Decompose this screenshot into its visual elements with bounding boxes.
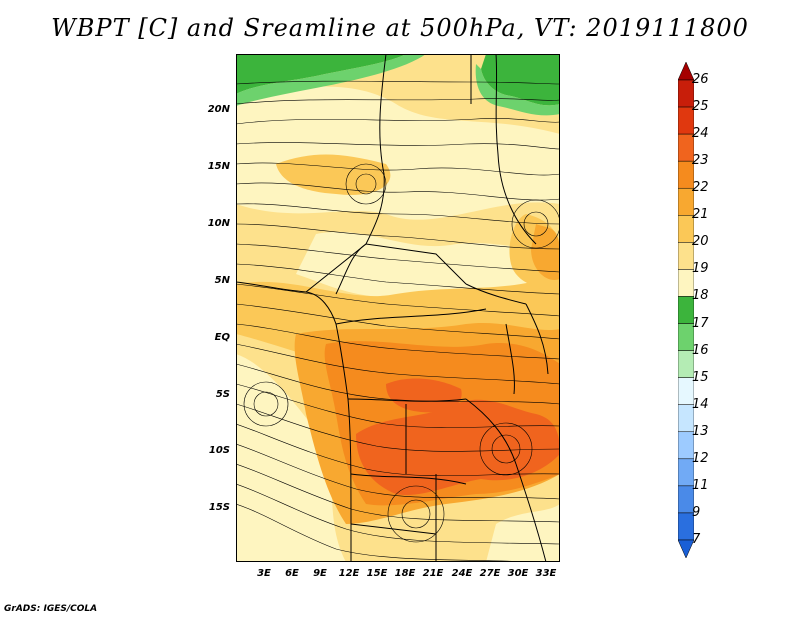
x-tick-label: 33E (535, 568, 557, 579)
pale-field-southwest (236, 354, 346, 562)
colorbar-label: 20 (692, 234, 709, 250)
streamlines (236, 80, 560, 562)
orange-patch-northeast (531, 224, 560, 280)
x-tick-label: 21E (422, 568, 444, 579)
x-tick-label: 30E (507, 568, 529, 579)
footer-credit: GrADS: IGES/COLA (4, 604, 98, 614)
light-green-edge (236, 54, 426, 106)
colorbar-label: 26 (692, 72, 709, 87)
x-tick-label: 12E (338, 568, 360, 579)
x-tick-label: 27E (479, 568, 501, 579)
colorbar-label: 21 (692, 207, 709, 223)
colorbar-label: 23 (692, 153, 709, 169)
colorbar-cell (678, 539, 694, 558)
colorbar-label: 18 (692, 288, 709, 304)
red-orange-hotspot-2 (386, 378, 462, 413)
x-tick-label: 6E (285, 568, 299, 579)
light-green-edge-ne (475, 64, 560, 116)
chart-title: WBPT [C] and Sreamline at 500hPa, VT: 20… (51, 14, 749, 42)
red-orange-hotspot (356, 399, 560, 496)
colorbar-label: 11 (692, 477, 709, 493)
colorbar-label: 16 (692, 342, 709, 358)
map-frame (236, 54, 560, 562)
colorbar-label: 25 (692, 99, 709, 115)
pale-field-center (296, 231, 560, 297)
green-area-northwest (236, 54, 406, 94)
x-tick-label: 15E (366, 568, 388, 579)
colorbar-label: 14 (692, 396, 709, 412)
y-tick-label: EQ (214, 332, 230, 343)
colorbar-label: 17 (692, 315, 709, 331)
y-tick-label: 10N (207, 218, 230, 229)
y-tick-label: 5N (214, 275, 230, 286)
pale-field-southeast (486, 504, 560, 562)
x-tick-label: 24E (451, 568, 473, 579)
colorbar-label: 9 (692, 504, 701, 520)
country-borders (236, 54, 549, 562)
y-tick-label: 15S (208, 502, 230, 513)
green-area-northeast (481, 54, 560, 106)
colorbar-label: 24 (692, 126, 709, 142)
colorbar-label: 15 (692, 369, 709, 385)
colorbar-label: 12 (692, 450, 709, 466)
x-tick-label: 9E (313, 568, 327, 579)
colorbar-label: 19 (692, 261, 709, 277)
colorbar-label: 13 (692, 423, 709, 439)
x-tick-label: 3E (257, 568, 271, 579)
y-tick-label: 20N (207, 104, 230, 115)
y-tick-label: 15N (207, 161, 230, 172)
colorbar-label: 7 (692, 532, 701, 547)
colorbar (678, 62, 694, 558)
colorbar-label: 22 (692, 180, 709, 196)
y-tick-label: 5S (215, 389, 230, 400)
map-panel (236, 54, 560, 562)
x-tick-label: 18E (394, 568, 416, 579)
y-tick-label: 10S (208, 445, 230, 456)
